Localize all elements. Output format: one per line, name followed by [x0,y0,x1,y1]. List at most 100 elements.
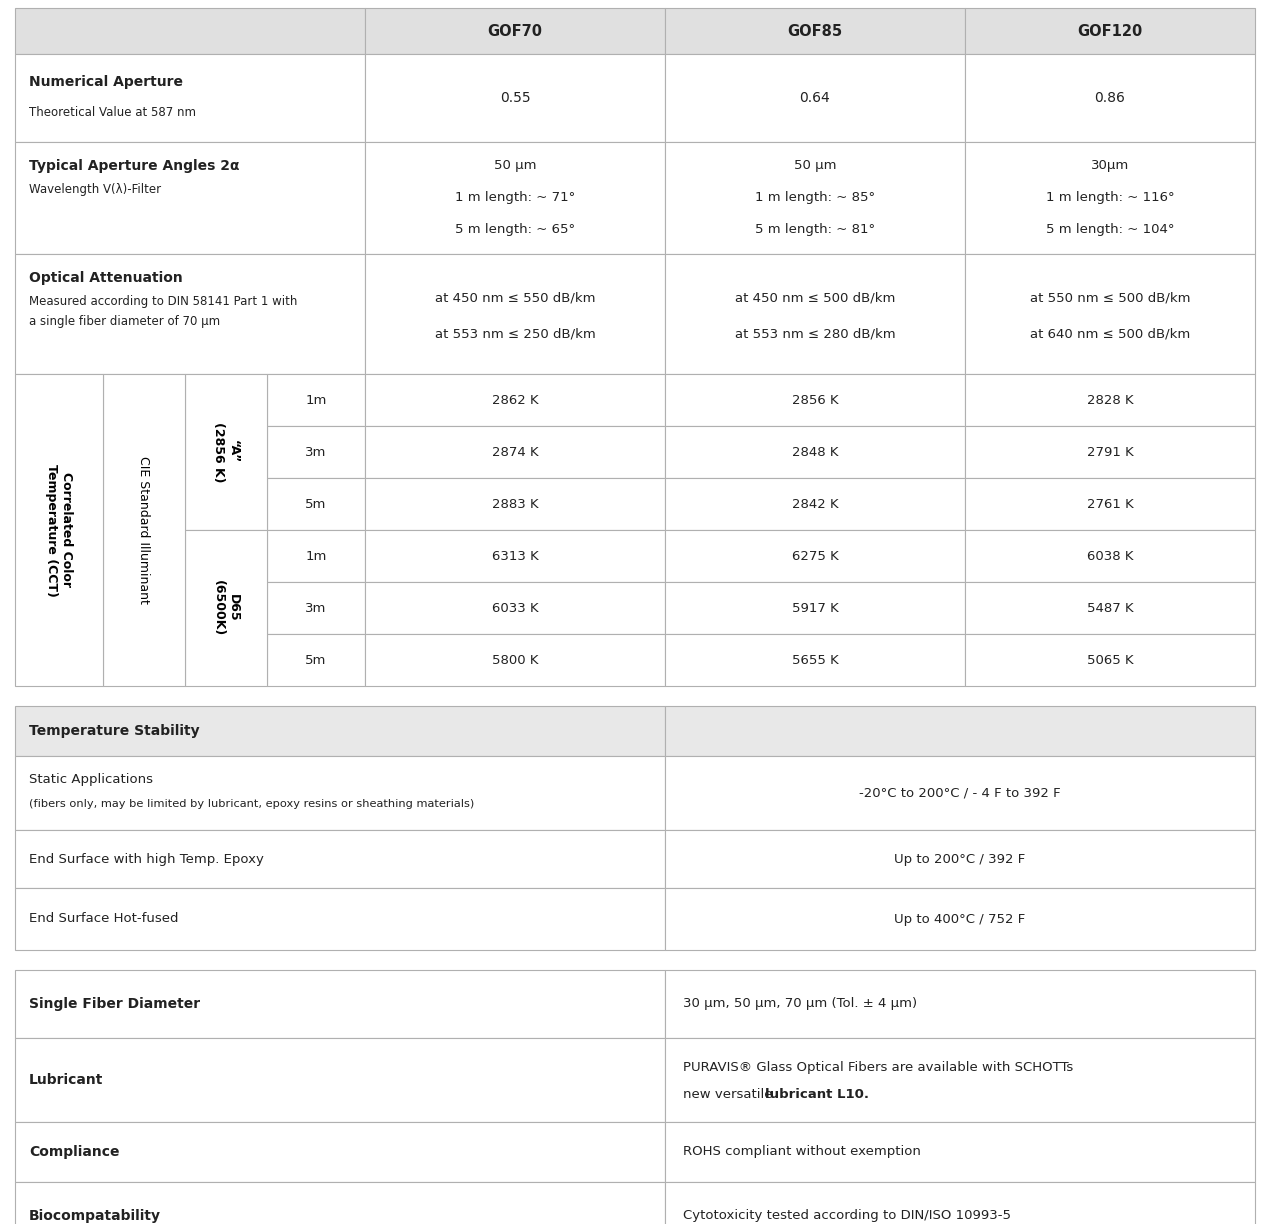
Text: 3m: 3m [305,446,326,459]
Text: 5065 K: 5065 K [1087,654,1133,667]
Bar [15,1038,665,1122]
Bar [665,1122,1255,1182]
Text: 5 m length: ~ 104°: 5 m length: ~ 104° [1045,224,1175,236]
Text: Correlated Color
Temperature (CCT): Correlated Color Temperature (CCT) [44,464,72,596]
Bar [364,581,665,634]
Text: 2842 K: 2842 K [791,497,838,510]
Bar [665,375,965,426]
Text: 0.55: 0.55 [499,91,531,105]
Bar [665,479,965,530]
Text: 5655 K: 5655 K [791,654,838,667]
Bar [364,530,665,581]
Bar [665,887,1255,950]
Bar [364,255,665,375]
Text: End Surface Hot-fused: End Surface Hot-fused [29,913,179,925]
Bar [665,706,1255,756]
Text: GOF120: GOF120 [1077,23,1143,38]
Text: (fibers only, may be limited by lubricant, epoxy resins or sheathing materials): (fibers only, may be limited by lubrican… [29,799,474,809]
Text: 5 m length: ~ 65°: 5 m length: ~ 65° [455,224,575,236]
Text: Theoretical Value at 587 nm: Theoretical Value at 587 nm [29,105,196,119]
Bar [15,54,364,142]
Text: 2874 K: 2874 K [491,446,538,459]
Text: at 450 nm ≤ 500 dB/km: at 450 nm ≤ 500 dB/km [735,291,895,305]
Text: Measured according to DIN 58141 Part 1 with: Measured according to DIN 58141 Part 1 w… [29,295,297,308]
Bar [665,1182,1255,1224]
Bar [665,969,1255,1038]
Bar [665,255,965,375]
Bar [965,375,1255,426]
Text: 6033 K: 6033 K [491,601,538,614]
Bar [103,375,185,685]
Text: 2856 K: 2856 K [791,393,838,406]
Bar [665,9,965,54]
Text: Up to 400°C / 752 F: Up to 400°C / 752 F [894,913,1026,925]
Bar [15,1122,665,1182]
Bar [965,479,1255,530]
Text: Single Fiber Diameter: Single Fiber Diameter [29,998,201,1011]
Text: new versatile: new versatile [683,1087,777,1100]
Bar [665,426,965,479]
Bar [267,479,364,530]
Bar [665,581,965,634]
Text: 50 μm: 50 μm [494,159,536,173]
Bar [15,830,665,887]
Text: “A”
(2856 K): “A” (2856 K) [212,422,240,482]
Bar [665,142,965,255]
Text: 0.64: 0.64 [800,91,831,105]
Text: 5m: 5m [305,654,326,667]
Text: at 640 nm ≤ 500 dB/km: at 640 nm ≤ 500 dB/km [1030,328,1190,340]
Bar [364,142,665,255]
Bar [267,375,364,426]
Text: 30 μm, 50 μm, 70 μm (Tol. ± 4 μm): 30 μm, 50 μm, 70 μm (Tol. ± 4 μm) [683,998,917,1011]
Bar [267,530,364,581]
Bar [364,426,665,479]
Bar [15,142,364,255]
Text: Cytotoxicity tested according to DIN/ISO 10993-5: Cytotoxicity tested according to DIN/ISO… [683,1209,1011,1223]
Bar [364,9,665,54]
Text: at 553 nm ≤ 280 dB/km: at 553 nm ≤ 280 dB/km [734,328,895,340]
Bar [364,375,665,426]
Text: 50 μm: 50 μm [794,159,836,173]
Bar [15,969,665,1038]
Text: CIE Standard Illuminant: CIE Standard Illuminant [137,457,151,603]
Bar [267,581,364,634]
Text: 1m: 1m [305,393,326,406]
Text: 6038 K: 6038 K [1087,550,1133,563]
Text: 5487 K: 5487 K [1087,601,1133,614]
Bar [965,9,1255,54]
Text: GOF70: GOF70 [488,23,542,38]
Bar [665,756,1255,830]
Bar [267,426,364,479]
Text: ROHS compliant without exemption: ROHS compliant without exemption [683,1146,921,1158]
Bar [665,530,965,581]
Text: End Surface with high Temp. Epoxy: End Surface with high Temp. Epoxy [29,852,264,865]
Text: D65
(6500K): D65 (6500K) [212,580,240,636]
Text: Optical Attenuation: Optical Attenuation [29,271,183,285]
Text: 2862 K: 2862 K [491,393,538,406]
Text: 2828 K: 2828 K [1087,393,1133,406]
Text: Up to 200°C / 392 F: Up to 200°C / 392 F [894,852,1026,865]
Text: at 550 nm ≤ 500 dB/km: at 550 nm ≤ 500 dB/km [1030,291,1190,305]
Text: Temperature Stability: Temperature Stability [29,725,199,738]
Text: GOF85: GOF85 [787,23,842,38]
Bar [364,54,665,142]
Bar [267,634,364,685]
Bar [965,634,1255,685]
Bar [364,479,665,530]
Text: at 553 nm ≤ 250 dB/km: at 553 nm ≤ 250 dB/km [434,328,596,340]
Text: 30μm: 30μm [1091,159,1129,173]
Bar [965,142,1255,255]
Text: Compliance: Compliance [29,1144,119,1159]
Bar [15,9,364,54]
Bar [965,54,1255,142]
Bar [665,830,1255,887]
Bar [185,375,267,530]
Text: 2761 K: 2761 K [1087,497,1133,510]
Text: 1 m length: ~ 116°: 1 m length: ~ 116° [1045,191,1175,204]
Text: 1m: 1m [305,550,326,563]
Text: PURAVIS® Glass Optical Fibers are available with SCHOTTs: PURAVIS® Glass Optical Fibers are availa… [683,1061,1073,1075]
Bar [15,887,665,950]
Text: 5917 K: 5917 K [791,601,838,614]
Text: 5m: 5m [305,497,326,510]
Text: -20°C to 200°C / - 4 F to 392 F: -20°C to 200°C / - 4 F to 392 F [860,787,1060,799]
